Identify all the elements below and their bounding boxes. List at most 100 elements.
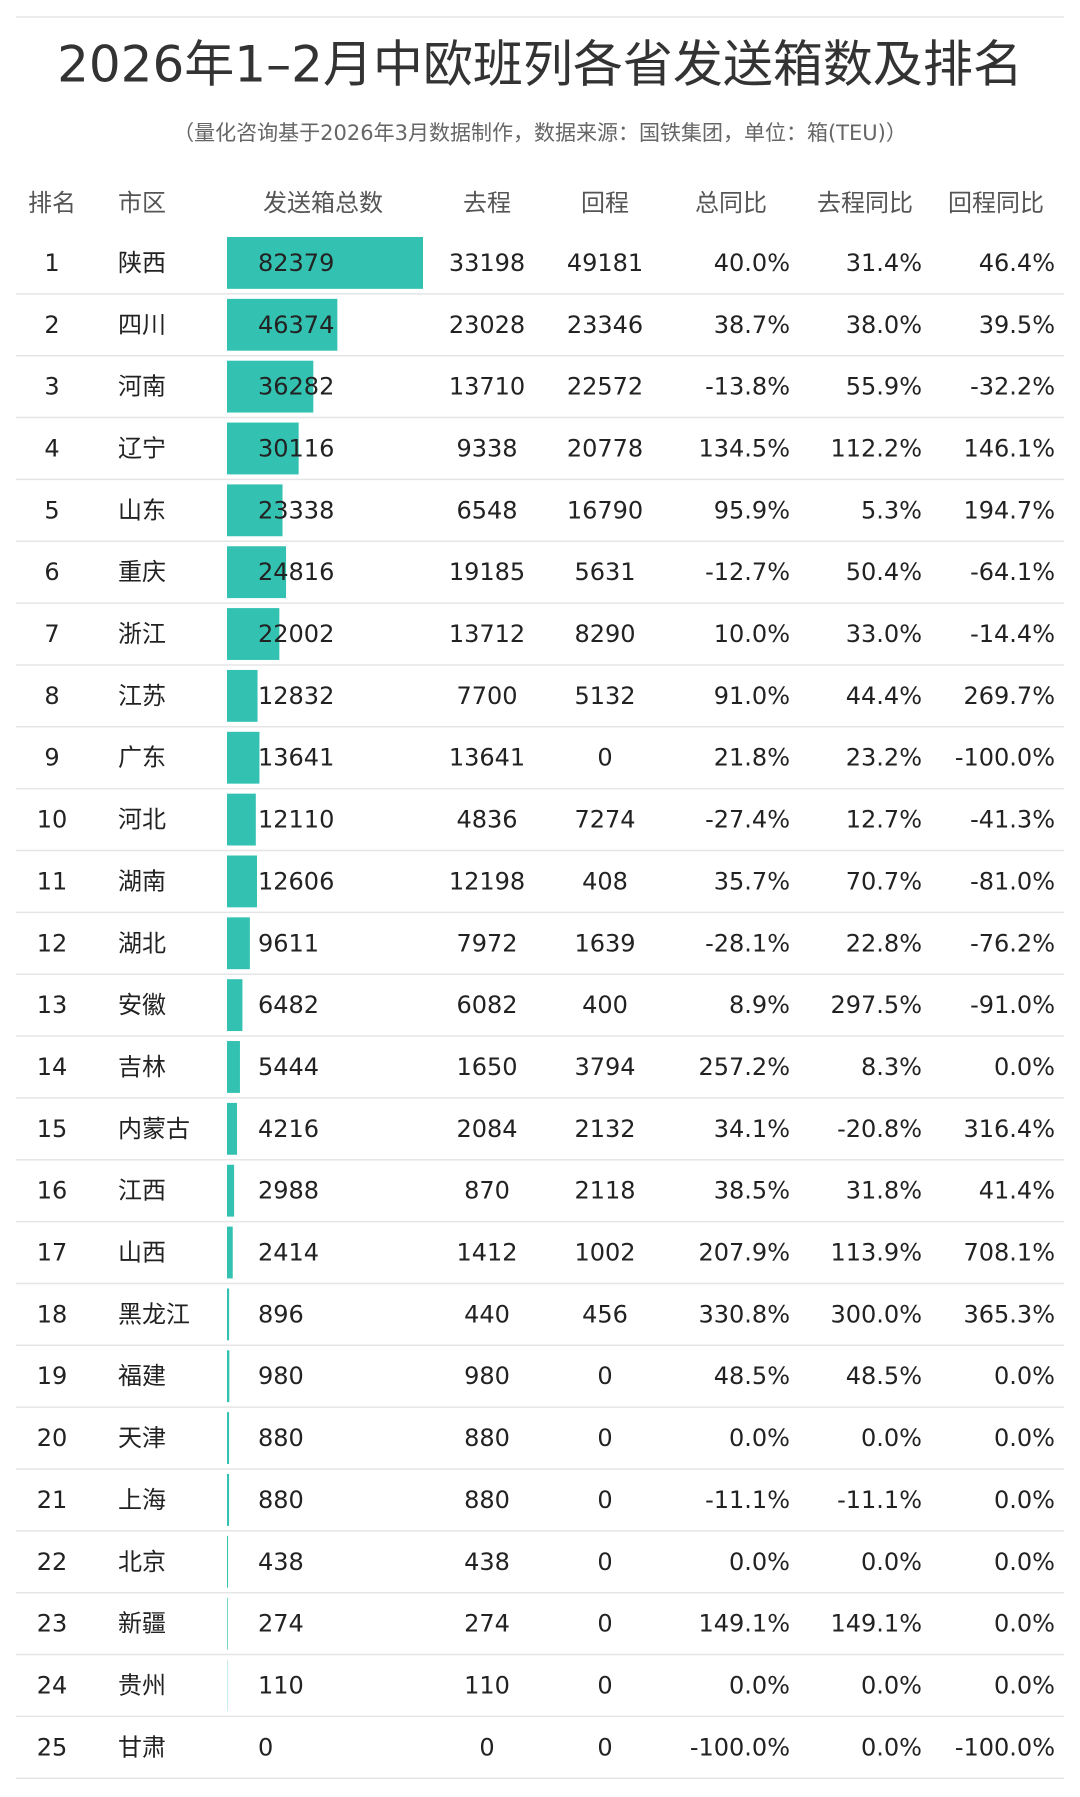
- data-cell: 14: [37, 1053, 68, 1081]
- data-cell: 39.5%: [979, 311, 1055, 339]
- data-cell: 23: [37, 1610, 68, 1638]
- data-cell: 38.7%: [714, 311, 790, 339]
- data-cell: 6082: [456, 991, 517, 1019]
- data-cell: 21.8%: [714, 744, 790, 772]
- data-cell: 24: [37, 1671, 68, 1699]
- data-cell: -11.1%: [705, 1486, 790, 1514]
- total-bar: [227, 484, 283, 537]
- data-cell: 4836: [456, 806, 517, 834]
- data-cell: 46.4%: [979, 249, 1055, 277]
- data-cell: 13641: [258, 744, 334, 772]
- data-cell: -100.0%: [690, 1733, 790, 1761]
- data-cell: 2132: [574, 1115, 635, 1143]
- data-cell: 36282: [258, 373, 334, 401]
- data-cell: 274: [258, 1610, 304, 1638]
- data-cell: 11: [37, 867, 68, 895]
- data-cell: 6482: [258, 991, 319, 1019]
- data-cell: 0: [597, 1486, 612, 1514]
- data-cell: 0: [479, 1733, 494, 1761]
- data-cell: 20778: [567, 434, 643, 462]
- total-bar: [227, 1164, 235, 1217]
- data-cell: 5631: [574, 558, 635, 586]
- region-cell: 河北: [118, 806, 166, 834]
- data-cell: 48.5%: [846, 1362, 922, 1390]
- data-cell: 7972: [456, 929, 517, 957]
- total-bar: [227, 1412, 230, 1464]
- total-bar: [227, 979, 243, 1032]
- data-cell: -14.4%: [970, 620, 1055, 648]
- data-cell: 55.9%: [846, 373, 922, 401]
- data-cell: 365.3%: [963, 1300, 1055, 1328]
- data-cell: 46374: [258, 311, 334, 339]
- region-cell: 福建: [118, 1362, 166, 1390]
- data-cell: 21: [37, 1486, 68, 1514]
- region-cell: 贵州: [118, 1671, 166, 1699]
- data-cell: 269.7%: [963, 682, 1055, 710]
- data-cell: 25: [37, 1733, 68, 1761]
- data-cell: -91.0%: [970, 991, 1055, 1019]
- data-cell: 1650: [456, 1053, 517, 1081]
- total-bar: [227, 793, 256, 846]
- header-cell: 发送箱总数: [263, 189, 383, 217]
- header-cell: 回程同比: [948, 189, 1044, 217]
- region-cell: 四川: [118, 311, 166, 339]
- data-cell: 13641: [449, 744, 525, 772]
- region-cell: 湖南: [118, 867, 166, 895]
- data-cell: 95.9%: [714, 496, 790, 524]
- data-cell: 41.4%: [979, 1177, 1055, 1205]
- data-cell: 2118: [574, 1177, 635, 1205]
- data-cell: 3794: [574, 1053, 635, 1081]
- region-cell: 内蒙古: [118, 1115, 190, 1143]
- data-cell: 708.1%: [963, 1239, 1055, 1267]
- data-cell: 31.8%: [846, 1177, 922, 1205]
- data-cell: 300.0%: [830, 1300, 922, 1328]
- data-cell: 408: [582, 867, 628, 895]
- region-cell: 浙江: [118, 620, 166, 648]
- data-cell: 0: [258, 1733, 273, 1761]
- data-cell: 7: [44, 620, 59, 648]
- data-cell: 880: [464, 1424, 510, 1452]
- region-cell: 河南: [118, 373, 166, 401]
- region-cell: 北京: [118, 1548, 166, 1576]
- data-cell: -20.8%: [837, 1115, 922, 1143]
- data-cell: 40.0%: [714, 249, 790, 277]
- data-cell: 5132: [574, 682, 635, 710]
- data-cell: 7700: [456, 682, 517, 710]
- subtitle: （量化咨询基于2026年3月数据制作，数据来源：国铁集团，单位：箱(TEU)）: [173, 121, 907, 145]
- data-cell: 0: [597, 1610, 612, 1638]
- data-cell: 0.0%: [729, 1548, 790, 1576]
- data-cell: 0.0%: [861, 1671, 922, 1699]
- data-cell: 880: [258, 1424, 304, 1452]
- region-cell: 甘肃: [118, 1733, 166, 1761]
- data-cell: 22.8%: [846, 929, 922, 957]
- data-cell: 149.1%: [830, 1610, 922, 1638]
- data-cell: 456: [582, 1300, 628, 1328]
- data-cell: 13712: [449, 620, 525, 648]
- data-cell: 5.3%: [861, 496, 922, 524]
- data-cell: 0.0%: [861, 1733, 922, 1761]
- data-cell: -28.1%: [705, 929, 790, 957]
- data-cell: -100.0%: [955, 744, 1055, 772]
- title: 2026年1–2月中欧班列各省发送箱数及排名: [57, 36, 1023, 94]
- data-cell: 0.0%: [994, 1362, 1055, 1390]
- data-cell: 112.2%: [830, 434, 922, 462]
- data-cell: 0: [597, 1548, 612, 1576]
- region-cell: 重庆: [118, 558, 166, 586]
- data-cell: 35.7%: [714, 867, 790, 895]
- total-bar: [227, 546, 287, 599]
- data-cell: 30116: [258, 434, 334, 462]
- data-cell: 4216: [258, 1115, 319, 1143]
- region-cell: 湖北: [118, 929, 166, 957]
- header-cell: 排名: [28, 189, 76, 217]
- data-cell: 33.0%: [846, 620, 922, 648]
- region-cell: 陕西: [118, 249, 166, 277]
- total-bar: [227, 731, 260, 784]
- data-cell: 2414: [258, 1239, 319, 1267]
- data-cell: 1: [44, 249, 59, 277]
- total-bar: [227, 1288, 230, 1341]
- data-cell: 316.4%: [963, 1115, 1055, 1143]
- data-cell: 110: [464, 1671, 510, 1699]
- region-cell: 江西: [118, 1177, 166, 1205]
- data-cell: 31.4%: [846, 249, 922, 277]
